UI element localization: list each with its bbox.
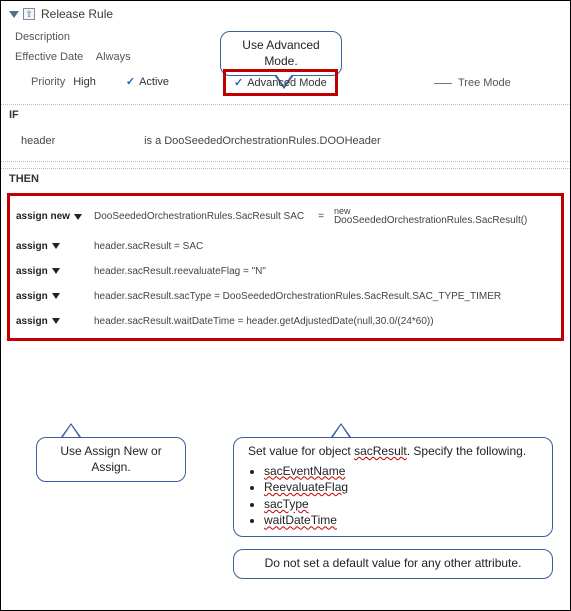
- row0-equals: =: [318, 211, 324, 222]
- priority-label: Priority: [31, 76, 65, 88]
- advanced-check-icon[interactable]: ✓: [234, 76, 243, 89]
- callout-assign-tail: [61, 423, 81, 437]
- action-assign-4[interactable]: assign: [16, 316, 48, 327]
- then-row-3: assign header.sacResult.sacType = DooSee…: [14, 284, 557, 309]
- if-variable[interactable]: header: [21, 135, 141, 147]
- c3-item-0: sacEventName: [264, 464, 345, 478]
- rule-title: Release Rule: [41, 7, 113, 21]
- row3-expr[interactable]: header.sacResult.sacType = DooSeededOrch…: [94, 291, 555, 302]
- action-dropdown-icon[interactable]: [52, 243, 60, 249]
- c3-obj: sacResult: [354, 444, 407, 458]
- then-row-2: assign header.sacResult.reevaluateFlag =…: [14, 259, 557, 284]
- action-assign-1[interactable]: assign: [16, 241, 48, 252]
- priority-value[interactable]: High: [73, 76, 96, 88]
- tree-mode-icon[interactable]: [434, 83, 452, 84]
- row4-expr[interactable]: header.sacResult.waitDateTime = header.g…: [94, 316, 555, 327]
- callout-sacresult-tail: [331, 423, 351, 437]
- active-label[interactable]: Active: [139, 76, 169, 88]
- then-row-4: assign header.sacResult.waitDateTime = h…: [14, 309, 557, 334]
- tree-mode-label[interactable]: Tree Mode: [458, 77, 511, 89]
- c3-lead: Set value for object: [248, 444, 354, 458]
- active-check-icon[interactable]: ✓: [126, 75, 135, 88]
- c3-item-3: waitDateTime: [264, 513, 337, 527]
- action-dropdown-icon[interactable]: [52, 293, 60, 299]
- action-assign-3[interactable]: assign: [16, 291, 48, 302]
- then-section-title: THEN: [1, 168, 570, 187]
- action-dropdown-icon[interactable]: [52, 268, 60, 274]
- then-highlight-box: assign new DooSeededOrchestrationRules.S…: [7, 193, 564, 341]
- row2-expr[interactable]: header.sacResult.reevaluateFlag = "N": [94, 266, 555, 277]
- c3-item-1: ReevaluateFlag: [264, 480, 348, 494]
- if-section-title: IF: [1, 104, 570, 123]
- row0-left[interactable]: DooSeededOrchestrationRules.SacResult SA…: [94, 211, 304, 222]
- move-up-icon[interactable]: ⇧: [23, 8, 35, 20]
- action-dropdown-icon[interactable]: [74, 214, 82, 220]
- effective-date-value: Always: [96, 51, 131, 63]
- if-expression[interactable]: is a DooSeededOrchestrationRules.DOOHead…: [144, 135, 381, 147]
- action-assign-new[interactable]: assign new: [16, 211, 70, 222]
- callout-sacresult: Set value for object sacResult. Specify …: [233, 437, 553, 537]
- action-assign-2[interactable]: assign: [16, 266, 48, 277]
- then-row-1: assign header.sacResult = SAC: [14, 234, 557, 259]
- collapse-icon[interactable]: [9, 11, 19, 18]
- row1-expr[interactable]: header.sacResult = SAC: [94, 241, 555, 252]
- action-dropdown-icon[interactable]: [52, 318, 60, 324]
- advanced-mode-label[interactable]: Advanced Mode: [247, 77, 327, 89]
- effective-date-label: Effective Date: [15, 51, 83, 63]
- advanced-mode-highlight: ✓ Advanced Mode: [223, 69, 338, 96]
- callout-no-default: Do not set a default value for any other…: [233, 549, 553, 579]
- then-row-0: assign new DooSeededOrchestrationRules.S…: [14, 200, 557, 234]
- callout-assign: Use Assign New or Assign.: [36, 437, 186, 482]
- if-body: header is a DooSeededOrchestrationRules.…: [1, 123, 570, 162]
- row0-new-bottom[interactable]: DooSeededOrchestrationRules.SacResult(): [334, 216, 527, 227]
- c3-tail: . Specify the following.: [407, 444, 526, 458]
- c3-item-2: sacType: [264, 497, 309, 511]
